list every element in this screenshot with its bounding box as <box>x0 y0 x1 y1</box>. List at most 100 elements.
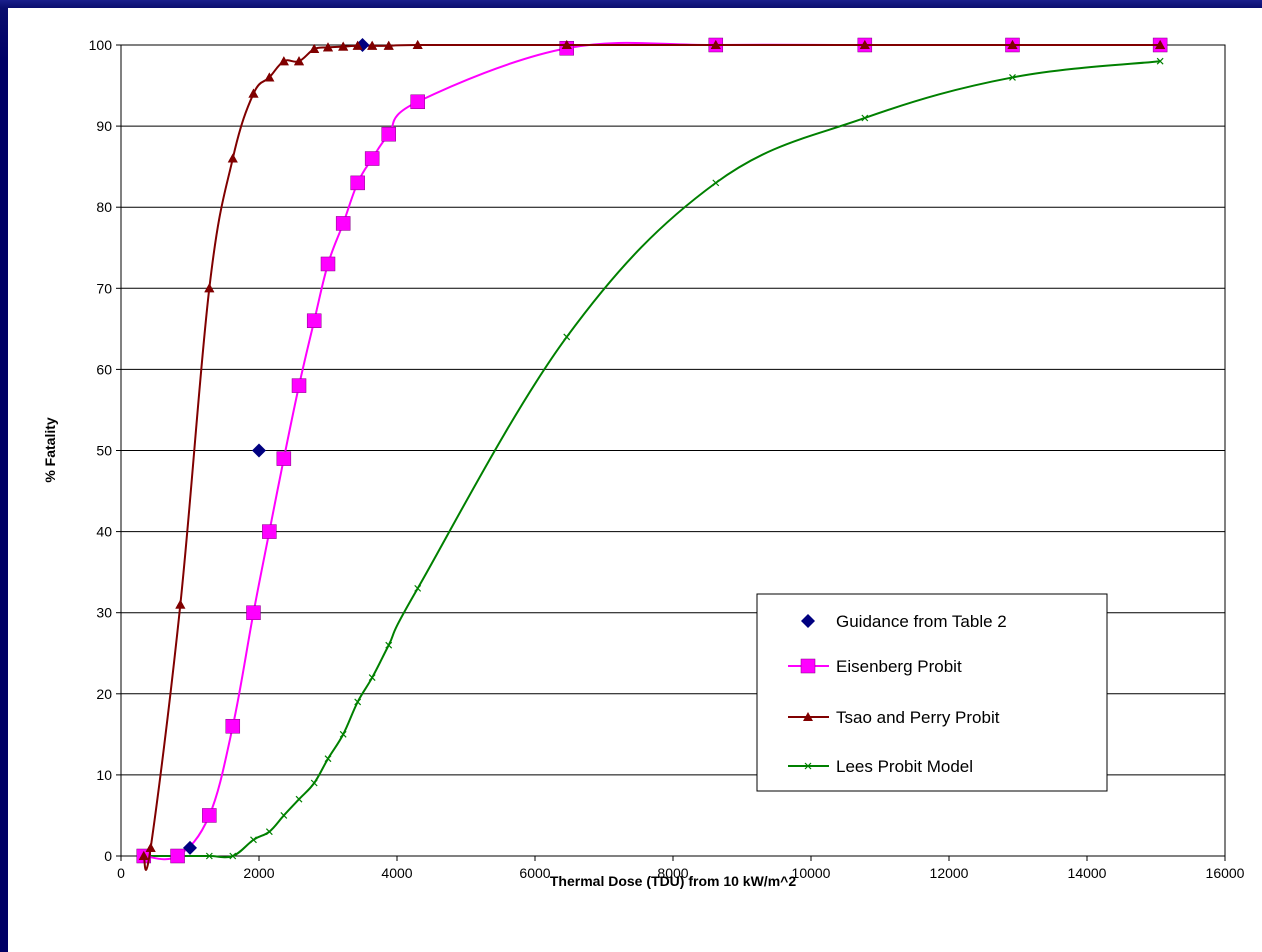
marker-stroke <box>310 779 318 787</box>
y-tick-label: 80 <box>96 199 112 215</box>
x-tick-label: 12000 <box>930 865 969 881</box>
data-point <box>861 114 869 122</box>
y-tick-label: 30 <box>96 605 112 621</box>
legend: Guidance from Table 2 Eisenberg Probit Tsa… <box>756 593 1108 792</box>
data-point <box>412 40 423 49</box>
data-point <box>368 674 376 682</box>
marker-stroke <box>712 179 720 187</box>
data-point <box>145 842 156 852</box>
data-point <box>138 851 149 860</box>
data-point <box>175 599 186 609</box>
y-tick-label: 40 <box>96 524 112 540</box>
data-point <box>352 40 363 50</box>
data-point <box>335 216 351 231</box>
data-point <box>364 151 380 166</box>
marker-stroke <box>368 674 376 682</box>
marker-stroke <box>295 795 303 803</box>
marker-stroke <box>414 584 422 592</box>
legend-label: Eisenberg Probit <box>836 657 962 676</box>
data-point <box>383 40 394 50</box>
data-point <box>276 451 292 466</box>
data-point <box>310 779 318 787</box>
data-point <box>229 852 237 860</box>
data-point <box>264 72 275 82</box>
y-tick-label: 100 <box>89 37 113 53</box>
marker-stroke <box>265 828 273 836</box>
marker-stroke <box>1009 74 1016 81</box>
data-point <box>183 840 197 855</box>
marker-stroke <box>861 114 869 122</box>
x-tick-label: 4000 <box>381 865 412 881</box>
marker-stroke <box>1156 57 1164 65</box>
x-tick-label: 16000 <box>1206 865 1245 881</box>
data-point <box>414 584 422 592</box>
y-tick-label: 90 <box>96 118 112 134</box>
y-tick-label: 70 <box>96 280 112 296</box>
data-point <box>338 41 349 51</box>
data-point <box>225 718 241 734</box>
legend-box <box>756 593 1108 792</box>
data-point <box>563 333 571 341</box>
marker-stroke <box>385 641 393 649</box>
data-point <box>252 443 266 458</box>
legend-marker <box>800 658 816 674</box>
data-point <box>367 40 378 50</box>
legend-label: Lees Probit Model <box>836 757 973 776</box>
y-axis-title: % Fatality <box>42 417 58 483</box>
series-layer <box>136 37 1168 871</box>
legend-item: Tsao and Perry Probit <box>788 708 1000 727</box>
tick-labels: 0 10 20 30 40 50 60 70 80 90 100 0 2000 4000 6000 8000 1… <box>89 37 1245 881</box>
y-tick-label: 0 <box>104 848 112 864</box>
data-point <box>339 730 347 738</box>
data-point <box>561 40 572 49</box>
data-point <box>265 828 273 836</box>
y-tick-label: 60 <box>96 361 112 377</box>
data-point <box>204 283 215 293</box>
marker-stroke <box>280 812 288 819</box>
data-point <box>248 88 259 98</box>
marker-stroke <box>354 698 362 706</box>
data-point <box>294 56 305 66</box>
legend-marker <box>803 712 813 721</box>
marker-stroke <box>324 755 332 763</box>
data-point <box>410 94 425 110</box>
data-point <box>280 812 288 819</box>
data-point <box>381 126 396 142</box>
data-point <box>710 40 721 49</box>
legend-item: Guidance from Table 2 <box>801 612 1007 631</box>
data-point <box>295 795 303 803</box>
x-tick-label: 6000 <box>519 865 550 881</box>
data-point <box>202 808 217 823</box>
data-point <box>1009 74 1016 81</box>
marker-stroke <box>229 852 237 860</box>
legend-label: Guidance from Table 2 <box>836 612 1007 631</box>
data-point <box>1156 57 1164 65</box>
data-point <box>1007 40 1018 49</box>
series-tsao-overlay <box>138 40 1166 860</box>
data-point <box>170 848 185 864</box>
data-point <box>250 836 257 844</box>
series-line <box>143 60 1161 859</box>
data-point <box>354 698 362 706</box>
y-tick-label: 20 <box>96 686 112 702</box>
marker-stroke <box>205 852 213 860</box>
x-tick-label: 10000 <box>792 865 831 881</box>
y-tick-label: 10 <box>96 767 112 783</box>
legend-marker <box>804 762 812 770</box>
data-point <box>291 378 307 393</box>
legend-marker <box>801 614 815 628</box>
data-point <box>350 175 365 191</box>
x-axis-title: Thermal Dose (TDU) from 10 kW/m^2 <box>550 873 796 889</box>
data-point <box>712 179 720 187</box>
x-tick-label: 14000 <box>1068 865 1107 881</box>
legend-item: Lees Probit Model <box>788 757 973 776</box>
data-point <box>320 256 336 272</box>
legend-label: Tsao and Perry Probit <box>836 708 1000 727</box>
data-point <box>1155 40 1166 49</box>
data-point <box>324 755 332 763</box>
data-point <box>246 605 261 620</box>
data-point <box>278 56 289 66</box>
data-point <box>323 42 333 52</box>
data-point <box>205 852 213 860</box>
